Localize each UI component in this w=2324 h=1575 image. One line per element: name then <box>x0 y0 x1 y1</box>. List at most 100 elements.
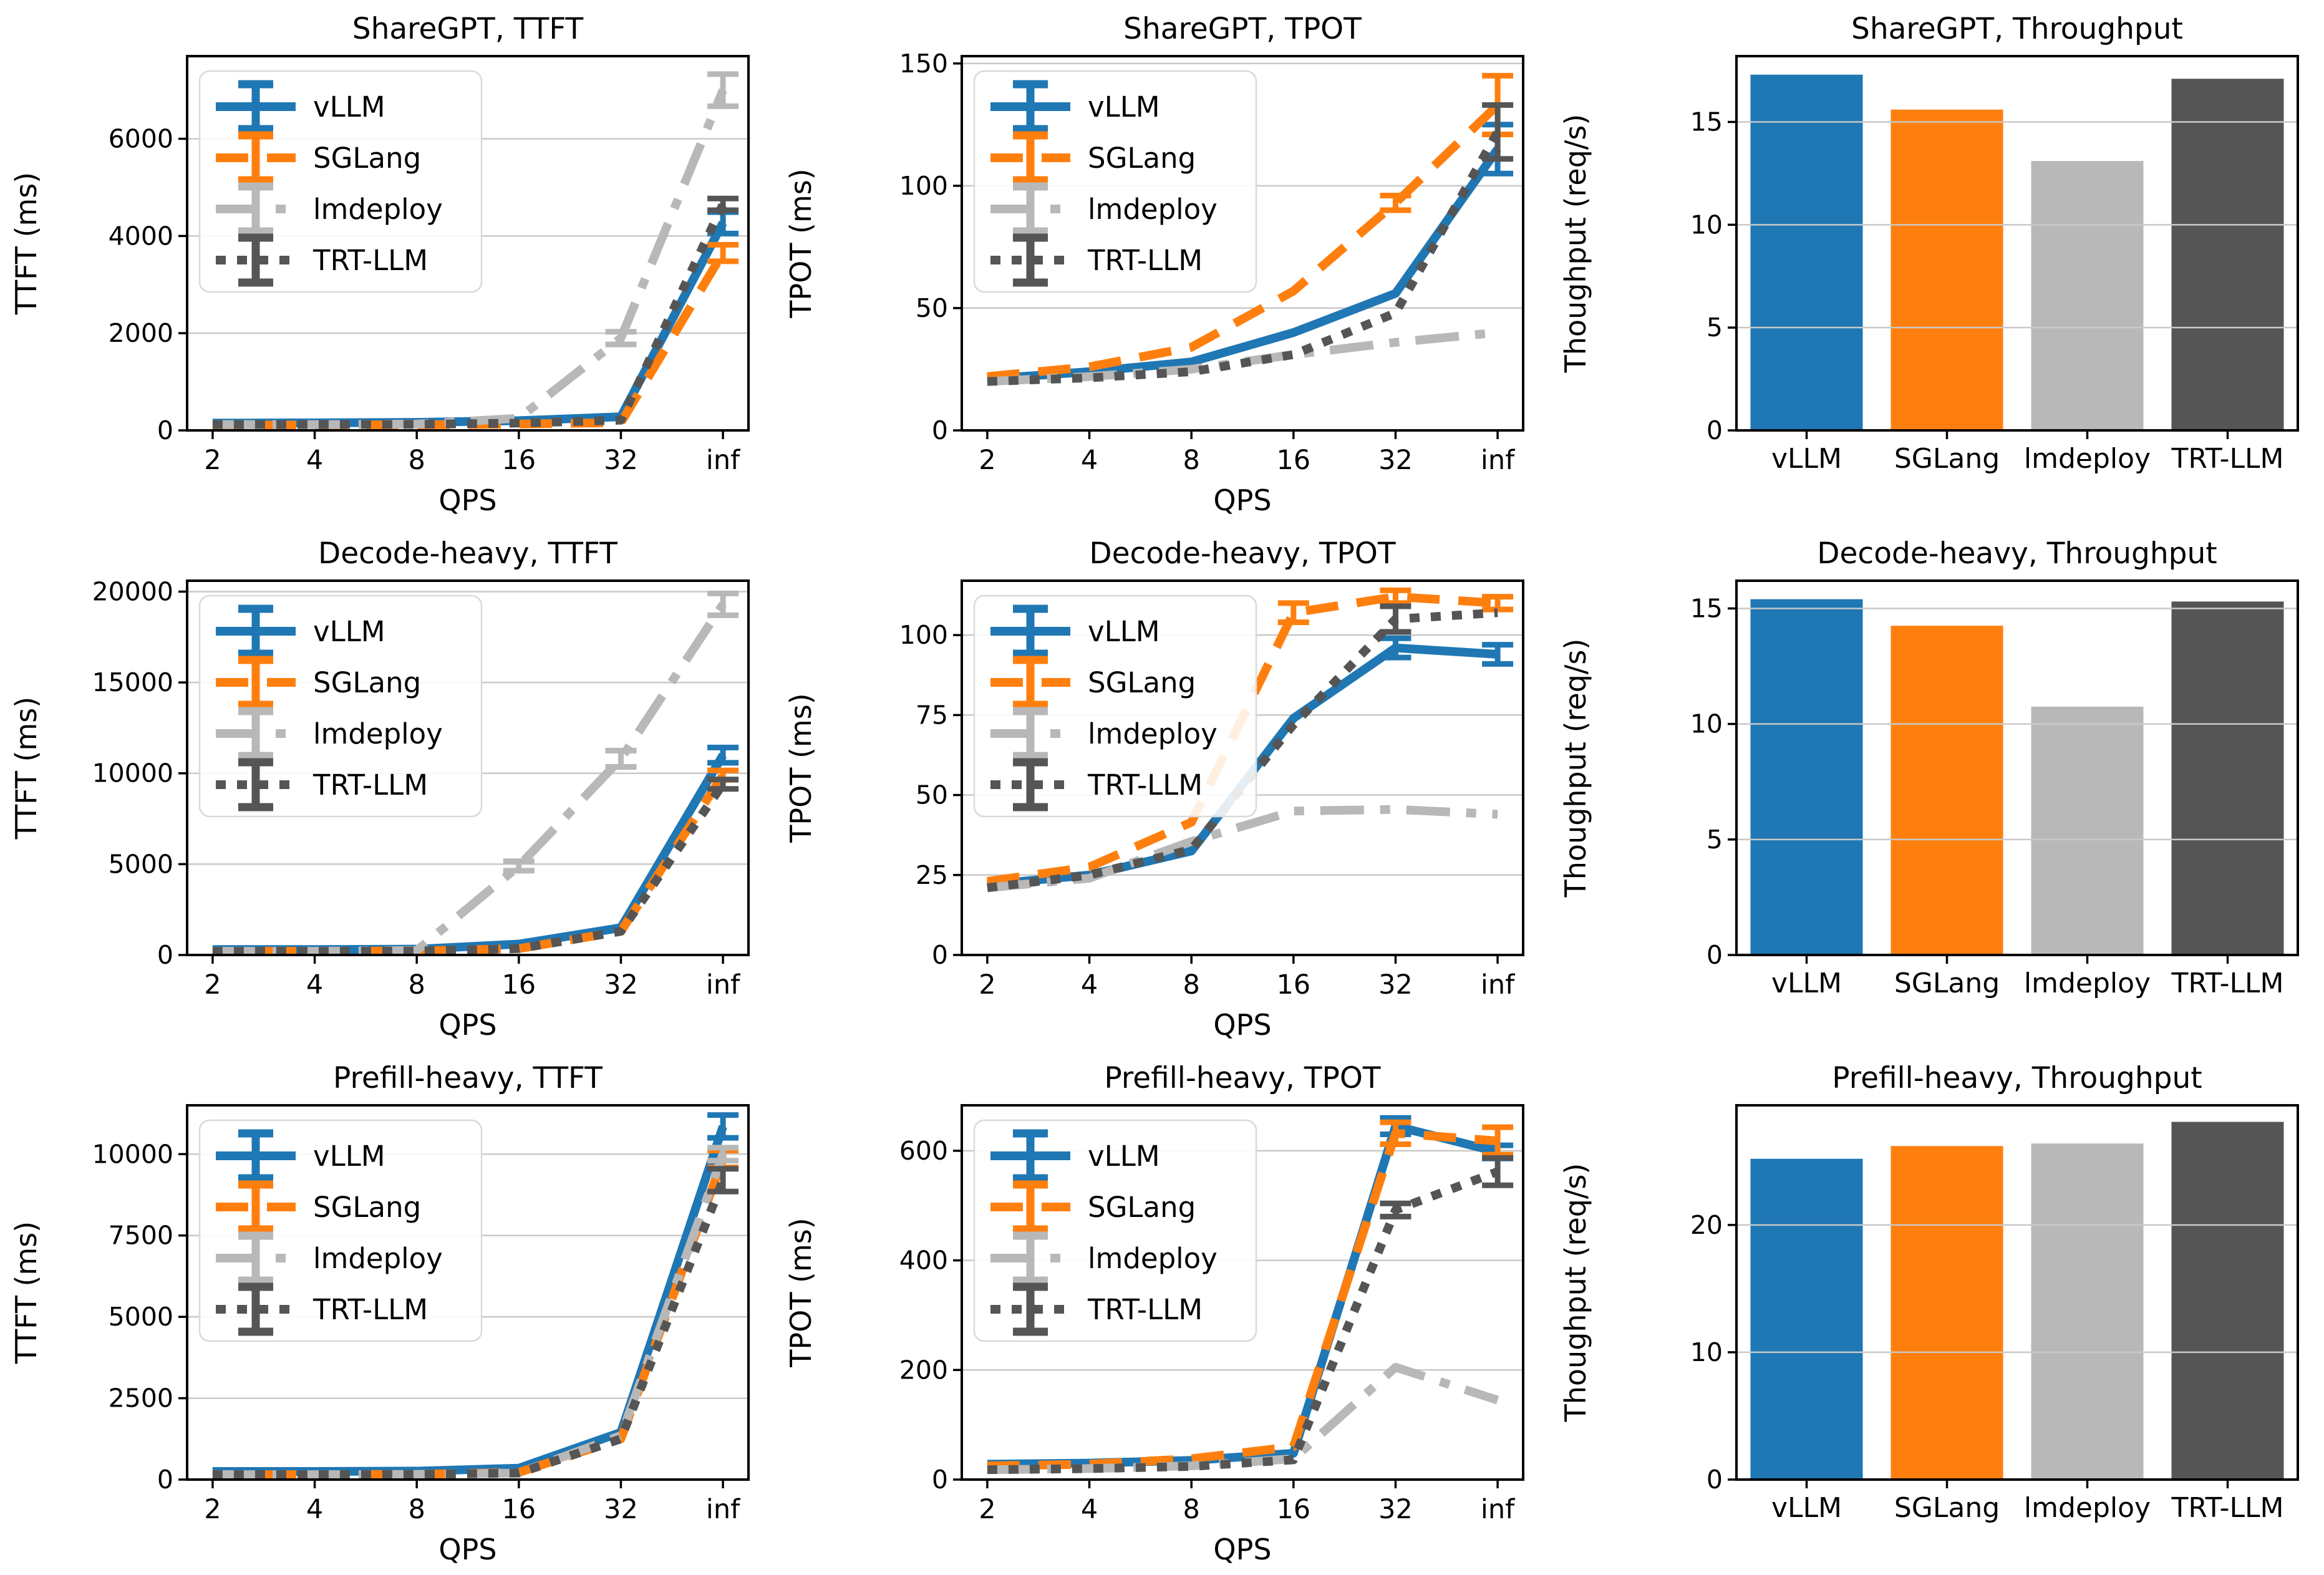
svg-text:200: 200 <box>899 1355 948 1385</box>
svg-text:inf: inf <box>706 969 740 1001</box>
svg-text:TRT-LLM: TRT-LLM <box>1087 244 1203 277</box>
svg-text:SGLang: SGLang <box>313 142 421 175</box>
svg-text:TRT-LLM: TRT-LLM <box>1087 1293 1203 1326</box>
svg-text:10000: 10000 <box>92 758 173 788</box>
svg-text:600: 600 <box>899 1136 948 1166</box>
svg-text:100: 100 <box>899 620 948 650</box>
svg-text:vLLM: vLLM <box>1771 443 1842 475</box>
chart-canvas-sharegpt-throughput: ShareGPT, Throughput Thoughput (req/s) 0 5 1… <box>1559 12 2299 475</box>
svg-text:ShareGPT, Throughput: ShareGPT, Throughput <box>1851 12 2183 46</box>
svg-text:lmdeploy: lmdeploy <box>313 717 443 750</box>
svg-text:SGLang: SGLang <box>1894 1492 2000 1524</box>
svg-text:vLLM: vLLM <box>313 1140 385 1173</box>
svg-text:100: 100 <box>899 171 948 201</box>
svg-text:QPS: QPS <box>438 1008 496 1042</box>
svg-text:16: 16 <box>501 1494 536 1525</box>
svg-text:vLLM: vLLM <box>1771 1492 1842 1524</box>
svg-text:Decode-heavy, TPOT: Decode-heavy, TPOT <box>1089 536 1395 571</box>
svg-text:8: 8 <box>409 969 425 1001</box>
svg-text:Prefill-heavy, Throughput: Prefill-heavy, Throughput <box>1832 1061 2202 1095</box>
chart-decode-heavy-throughput: Decode-heavy, Throughput Thoughput (req/s… <box>1549 525 2324 1049</box>
svg-text:0: 0 <box>932 415 948 445</box>
svg-text:15000: 15000 <box>92 667 173 697</box>
svg-text:inf: inf <box>1481 1494 1515 1525</box>
svg-text:4: 4 <box>306 1494 323 1525</box>
svg-text:16: 16 <box>1276 969 1310 1001</box>
svg-text:32: 32 <box>1378 969 1413 1001</box>
svg-text:QPS: QPS <box>1213 1008 1271 1042</box>
svg-text:QPS: QPS <box>438 483 496 517</box>
svg-text:32: 32 <box>604 969 638 1001</box>
svg-text:400: 400 <box>899 1246 948 1276</box>
svg-text:TTFT (ms): TTFT (ms) <box>9 1221 43 1364</box>
svg-text:2500: 2500 <box>109 1384 173 1413</box>
svg-text:vLLM: vLLM <box>1088 1140 1160 1173</box>
svg-text:vLLM: vLLM <box>313 90 385 124</box>
svg-text:4: 4 <box>306 969 323 1001</box>
svg-text:0: 0 <box>1707 940 1723 970</box>
svg-text:10000: 10000 <box>92 1139 173 1169</box>
svg-text:ShareGPT, TTFT: ShareGPT, TTFT <box>352 12 584 46</box>
svg-text:vLLM: vLLM <box>1088 90 1160 124</box>
chart-prefill-heavy-ttft: Prefill-heavy, TTFT TTFT (ms) QPS 0 2500 5000… <box>0 1049 775 1574</box>
svg-text:QPS: QPS <box>1213 1533 1271 1566</box>
svg-text:Decode-heavy, Throughput: Decode-heavy, Throughput <box>1817 536 2217 571</box>
svg-text:8: 8 <box>409 445 425 476</box>
svg-text:4000: 4000 <box>109 221 173 251</box>
svg-text:0: 0 <box>932 1465 948 1495</box>
svg-text:0: 0 <box>157 940 173 970</box>
svg-text:inf: inf <box>1481 969 1515 1001</box>
svg-text:QPS: QPS <box>1213 483 1271 517</box>
svg-text:lmdeploy: lmdeploy <box>1088 193 1218 226</box>
svg-text:32: 32 <box>604 445 638 476</box>
svg-text:TRT-LLM: TRT-LLM <box>1087 768 1203 802</box>
chart-canvas-sharegpt-ttft: ShareGPT, TTFT TTFT (ms) QPS 0 2000 4000 6000 2… <box>9 12 750 517</box>
svg-text:SGLang: SGLang <box>313 666 421 699</box>
svg-text:Prefill-heavy, TTFT: Prefill-heavy, TTFT <box>333 1061 603 1095</box>
svg-text:Decode-heavy, TTFT: Decode-heavy, TTFT <box>318 536 617 571</box>
svg-text:20000: 20000 <box>92 576 173 606</box>
svg-text:lmdeploy: lmdeploy <box>2024 443 2151 475</box>
svg-text:lmdeploy: lmdeploy <box>1088 717 1218 750</box>
svg-text:50: 50 <box>916 293 948 323</box>
chart-canvas-prefill-heavy-ttft: Prefill-heavy, TTFT TTFT (ms) QPS 0 2500 5000… <box>9 1061 750 1566</box>
svg-text:5: 5 <box>1707 313 1723 342</box>
svg-text:TRT-LLM: TRT-LLM <box>312 244 428 277</box>
svg-text:2: 2 <box>979 1494 995 1525</box>
svg-text:2: 2 <box>979 445 995 476</box>
svg-text:50: 50 <box>916 780 948 810</box>
svg-text:5000: 5000 <box>109 1302 173 1332</box>
svg-text:SGLang: SGLang <box>1894 967 2000 999</box>
chart-decode-heavy-tpot: Decode-heavy, TPOT TPOT (ms) QPS 0 25 50 75 100… <box>775 525 1549 1049</box>
svg-text:16: 16 <box>501 445 536 476</box>
svg-text:15: 15 <box>1690 593 1723 623</box>
svg-text:7500: 7500 <box>109 1221 173 1251</box>
svg-text:SGLang: SGLang <box>313 1191 421 1224</box>
svg-text:lmdeploy: lmdeploy <box>313 1242 443 1275</box>
chart-canvas-prefill-heavy-tpot: Prefill-heavy, TPOT TPOT (ms) QPS 0 200 400 60… <box>784 1061 1524 1566</box>
svg-text:Thoughput (req/s): Thoughput (req/s) <box>1559 114 1592 374</box>
svg-text:TRT-LLM: TRT-LLM <box>312 768 428 802</box>
svg-text:10: 10 <box>1690 1337 1723 1367</box>
svg-text:16: 16 <box>1276 1494 1310 1525</box>
svg-text:32: 32 <box>604 1494 638 1525</box>
chart-prefill-heavy-throughput: Prefill-heavy, Throughput Thoughput (req/… <box>1549 1049 2324 1574</box>
svg-text:inf: inf <box>1481 445 1515 476</box>
svg-text:TRT-LLM: TRT-LLM <box>2171 1492 2284 1524</box>
chart-canvas-decode-heavy-throughput: Decode-heavy, Throughput Thoughput (req/s… <box>1559 536 2299 999</box>
svg-text:0: 0 <box>1707 1465 1723 1495</box>
svg-text:TRT-LLM: TRT-LLM <box>2171 443 2284 475</box>
svg-text:2: 2 <box>204 445 221 476</box>
svg-text:32: 32 <box>1378 1494 1413 1525</box>
svg-text:SGLang: SGLang <box>1088 1191 1196 1224</box>
chart-decode-heavy-ttft: Decode-heavy, TTFT TTFT (ms) QPS 0 5000 10000… <box>0 525 775 1049</box>
svg-text:0: 0 <box>932 940 948 970</box>
chart-canvas-decode-heavy-ttft: Decode-heavy, TTFT TTFT (ms) QPS 0 5000 10000… <box>9 536 750 1042</box>
svg-text:QPS: QPS <box>438 1533 496 1566</box>
svg-text:inf: inf <box>706 445 740 476</box>
svg-text:0: 0 <box>1707 415 1723 445</box>
svg-text:Thoughput (req/s): Thoughput (req/s) <box>1559 1163 1592 1423</box>
svg-text:lmdeploy: lmdeploy <box>313 193 443 226</box>
svg-text:vLLM: vLLM <box>313 615 385 648</box>
